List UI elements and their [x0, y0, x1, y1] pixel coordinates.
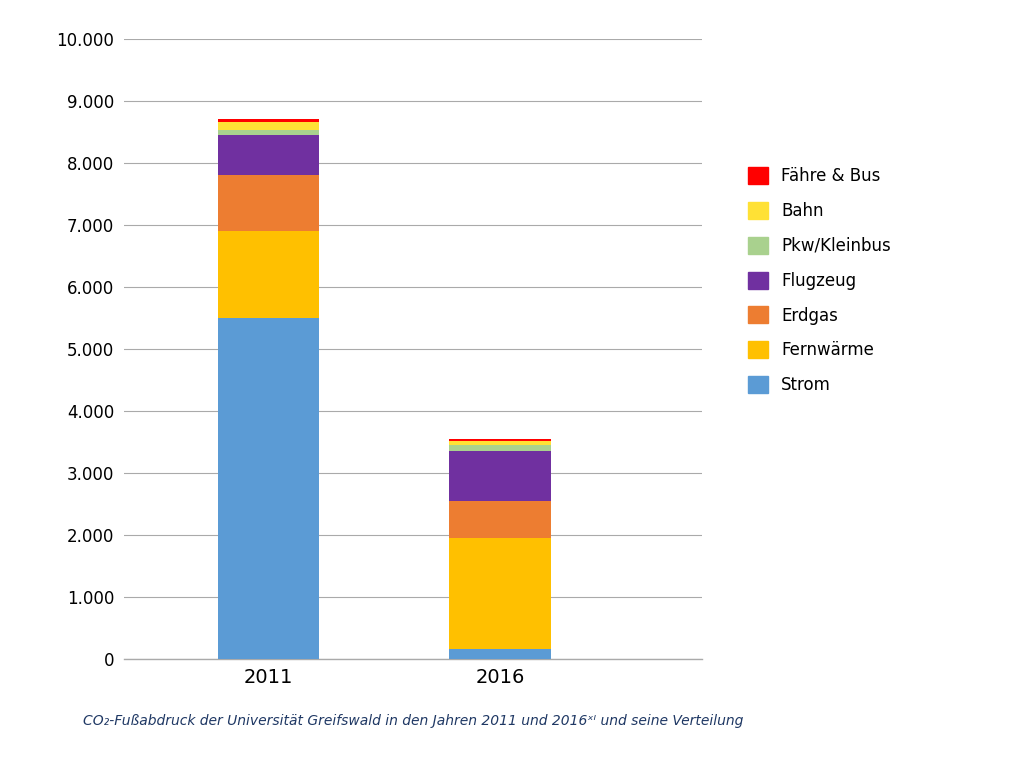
Bar: [449, 649, 551, 659]
Bar: [218, 122, 319, 130]
Bar: [218, 231, 319, 318]
Bar: [449, 442, 551, 445]
Bar: [449, 445, 551, 451]
Bar: [218, 119, 319, 122]
Legend: Fähre & Bus, Bahn, Pkw/Kleinbus, Flugzeug, Erdgas, Fernwärme, Strom: Fähre & Bus, Bahn, Pkw/Kleinbus, Flugzeu…: [740, 159, 900, 402]
Bar: [449, 538, 551, 649]
Bar: [218, 175, 319, 231]
Bar: [218, 318, 319, 659]
Bar: [449, 501, 551, 538]
Bar: [218, 136, 319, 175]
Bar: [449, 439, 551, 442]
Bar: [449, 451, 551, 501]
Bar: [218, 130, 319, 136]
Text: CO₂-Fußabdruck der Universität Greifswald in den Jahren 2011 und 2016ˣᴵ und sein: CO₂-Fußabdruck der Universität Greifswal…: [83, 714, 744, 728]
